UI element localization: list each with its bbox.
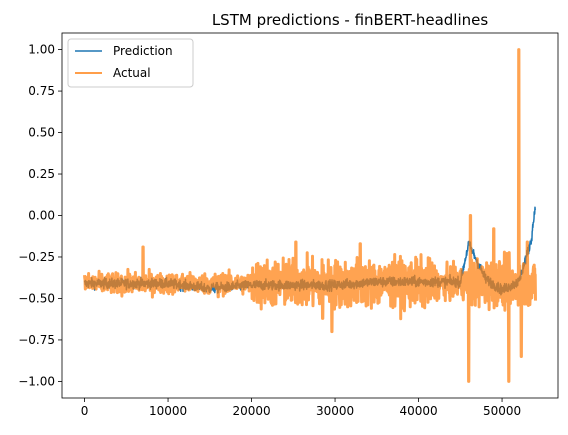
y-tick-label: 0.00 xyxy=(28,209,55,223)
x-tick-label: 40000 xyxy=(399,404,437,418)
y-axis: −1.00 −0.75 −0.50 −0.25 0.00 0.25 0.50 0.75 1.00 xyxy=(18,43,62,388)
x-tick-label: 0 xyxy=(81,404,89,418)
y-tick-label: 0.75 xyxy=(28,84,55,98)
y-tick-label: −0.50 xyxy=(18,291,55,305)
y-tick-label: −0.75 xyxy=(18,333,55,347)
series-layer xyxy=(83,48,537,383)
x-tick-label: 10000 xyxy=(149,404,187,418)
y-tick-label: −0.25 xyxy=(18,250,55,264)
legend-label-actual: Actual xyxy=(113,66,151,80)
y-tick-label: −1.00 xyxy=(18,374,55,388)
chart-title: LSTM predictions - finBERT-headlines xyxy=(212,11,489,29)
series-line-actual xyxy=(83,48,537,383)
x-tick-label: 20000 xyxy=(232,404,270,418)
x-tick-label: 50000 xyxy=(483,404,521,418)
y-tick-label: 1.00 xyxy=(28,43,55,57)
legend-label-prediction: Prediction xyxy=(113,44,173,58)
x-tick-label: 30000 xyxy=(316,404,354,418)
x-axis: 0 10000 20000 30000 40000 50000 xyxy=(81,398,521,418)
plot-background xyxy=(62,33,558,398)
plot-area xyxy=(61,32,559,399)
y-tick-label: 0.50 xyxy=(28,126,55,140)
legend: Prediction Actual xyxy=(67,38,194,88)
y-tick-label: 0.25 xyxy=(28,167,55,181)
